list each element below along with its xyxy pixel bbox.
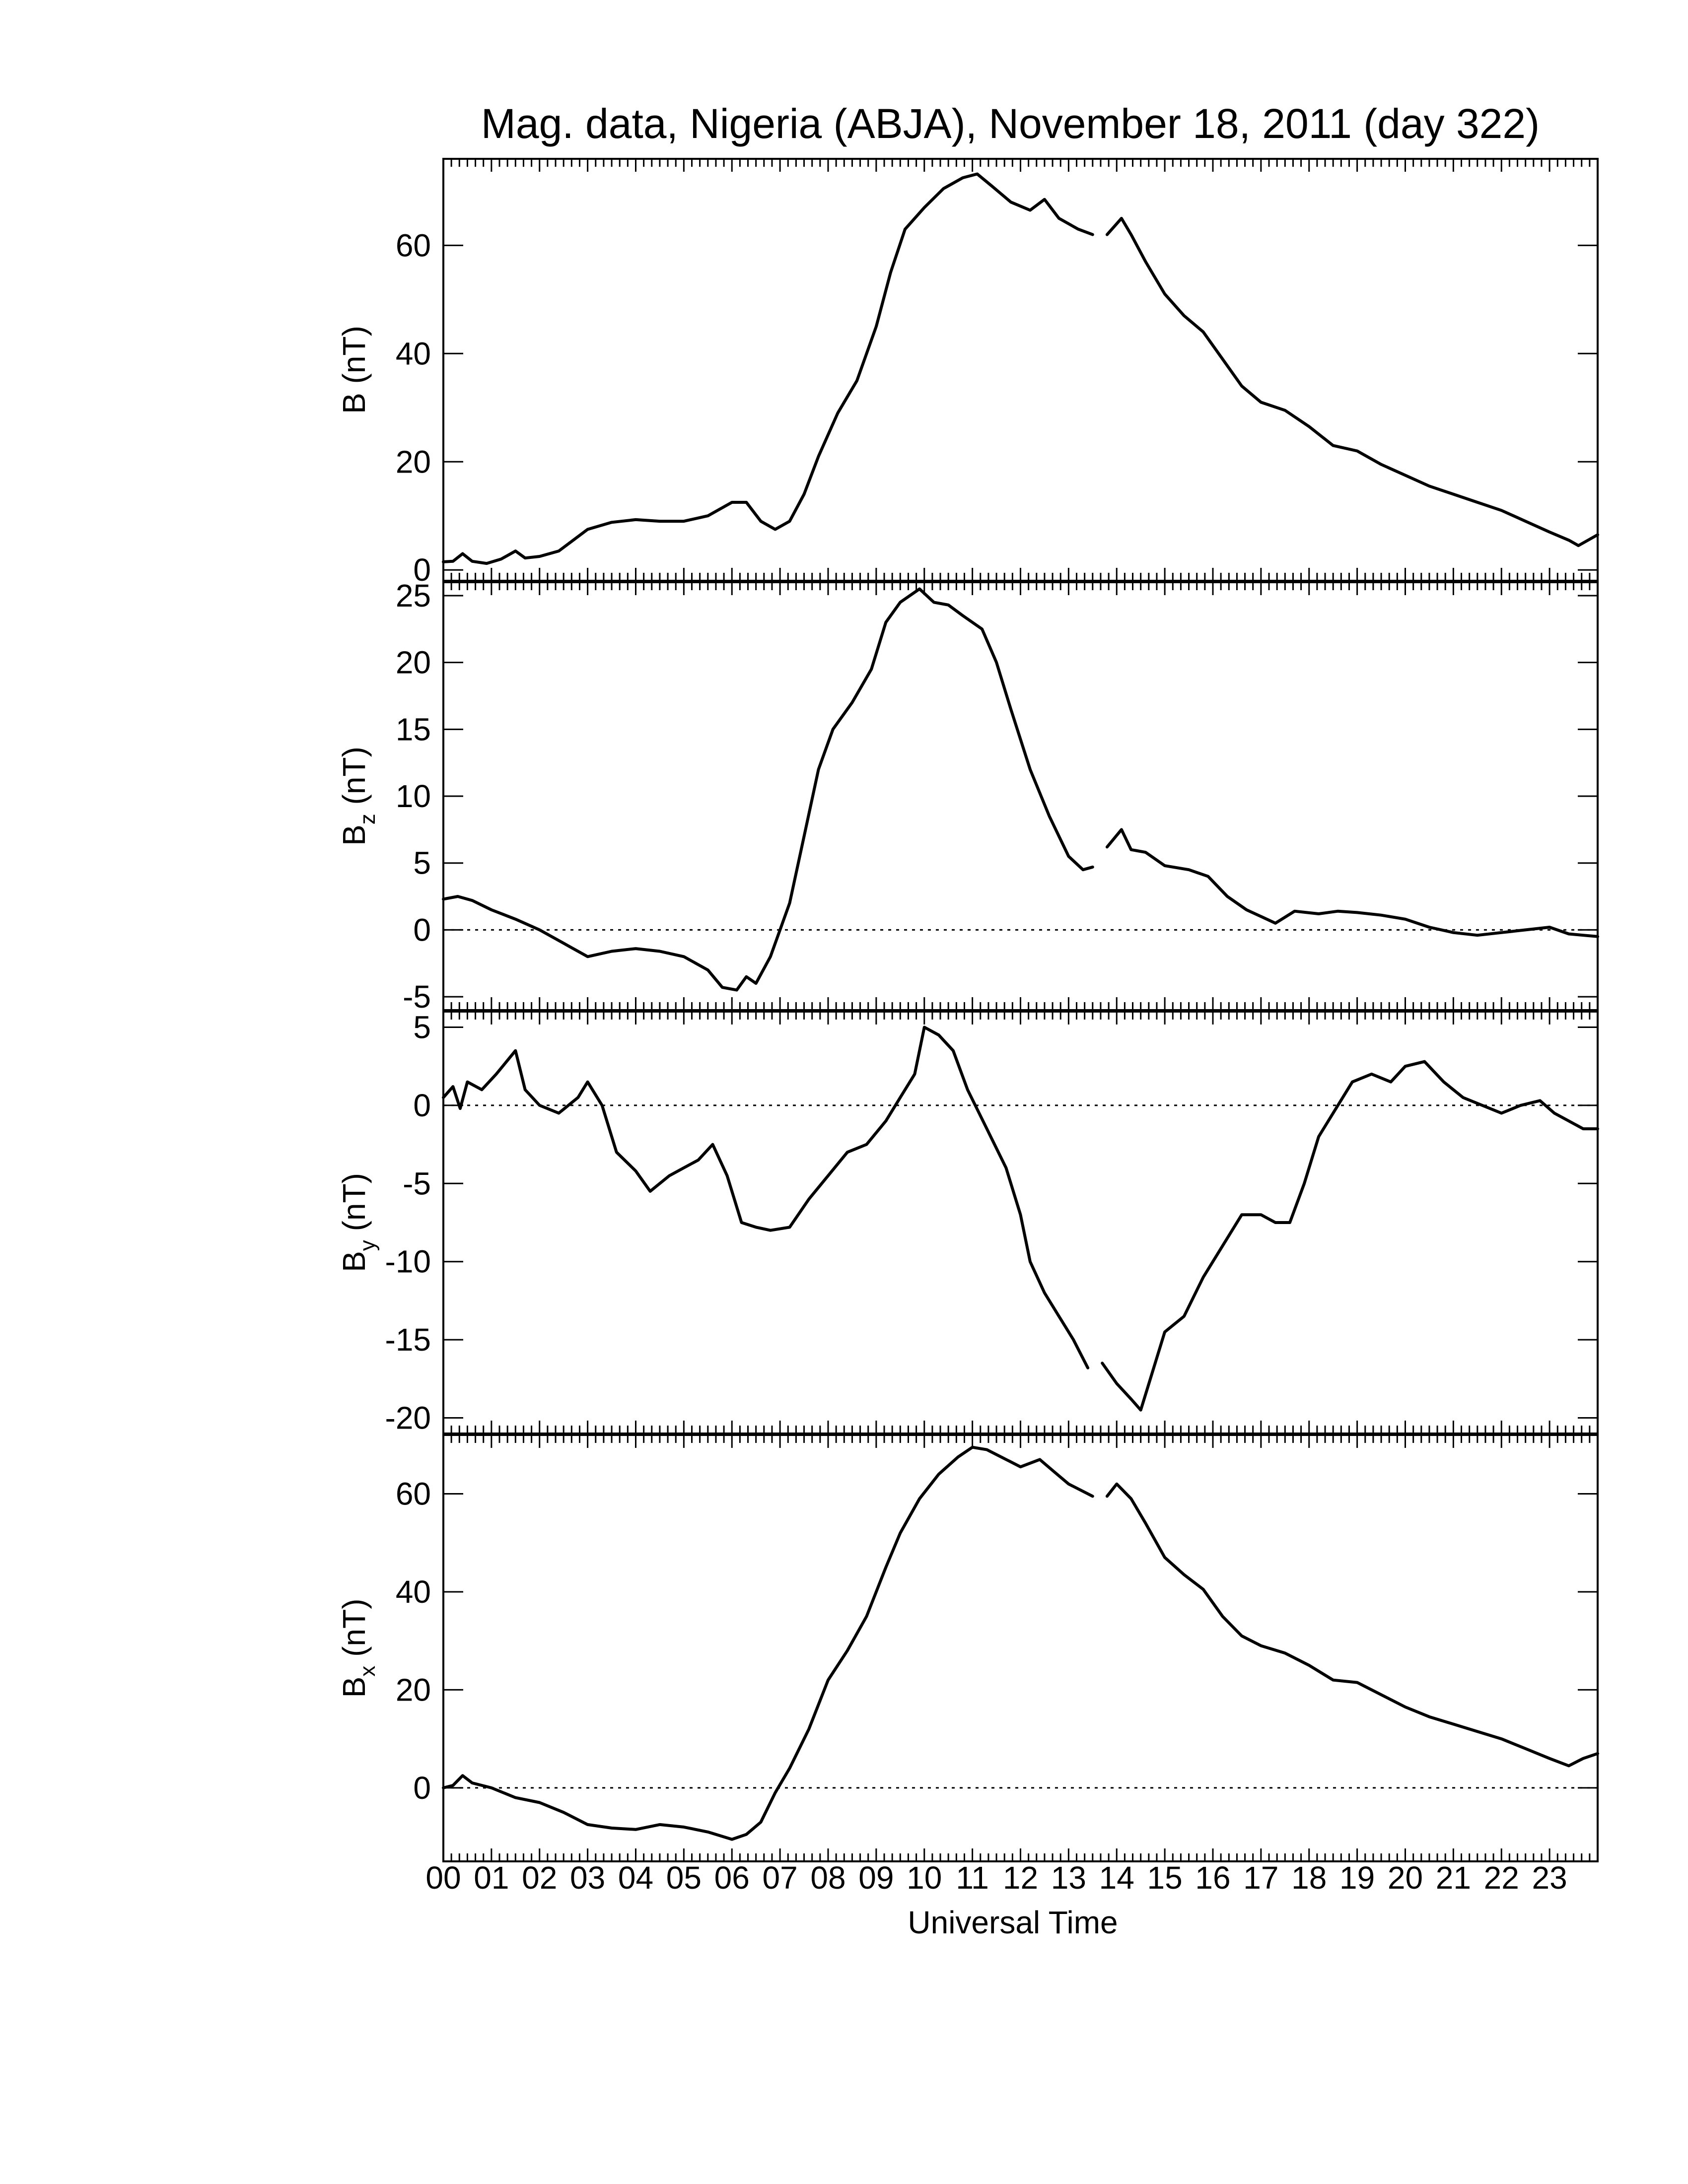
x-tick-label: 14 bbox=[1099, 1860, 1134, 1896]
series-line-B-segment-2 bbox=[1105, 216, 1599, 547]
chart-title: Mag. data, Nigeria (ABJA), November 18, … bbox=[481, 100, 1540, 147]
y-tick-label: -5 bbox=[403, 1165, 431, 1201]
x-tick-label: 08 bbox=[810, 1860, 845, 1896]
x-tick-label: 20 bbox=[1388, 1860, 1423, 1896]
x-tick-label: 16 bbox=[1195, 1860, 1230, 1896]
y-tick-label: -10 bbox=[385, 1244, 431, 1280]
panel-frame bbox=[442, 1434, 1599, 1862]
panel-B: 0 20 40 60 B (nT) bbox=[336, 158, 1599, 588]
x-tick-label: 13 bbox=[1051, 1860, 1086, 1896]
y-axis-label: B (nT) bbox=[336, 326, 372, 414]
y-axis-label: Bx (nT) bbox=[336, 1599, 380, 1698]
panel-Bz: -5 0 5 10 15 20 25 Bz (nT) bbox=[336, 578, 1599, 1015]
x-tick-label: 01 bbox=[474, 1860, 509, 1896]
x-tick-label: 17 bbox=[1243, 1860, 1278, 1896]
x-tick-label: 18 bbox=[1291, 1860, 1327, 1896]
series-line-By-segment-1 bbox=[442, 1025, 1090, 1369]
chart-panels: 0 20 40 60 B (nT) -5 0 5 10 15 20 25 Bz (nT) -20 -15 -1… bbox=[336, 158, 1599, 1862]
x-tick-label: 11 bbox=[956, 1860, 988, 1896]
x-tick-label: 10 bbox=[907, 1860, 942, 1896]
series-line-Bz-segment-2 bbox=[1105, 828, 1599, 938]
panel-Bx: 0 20 40 60 Bx (nT) bbox=[336, 1434, 1599, 1862]
y-tick-label: 40 bbox=[396, 1574, 431, 1610]
y-tick-label: 0 bbox=[413, 1088, 431, 1123]
y-tick-label: 5 bbox=[413, 1009, 431, 1045]
x-tick-label: 15 bbox=[1147, 1860, 1183, 1896]
x-tick-label: 23 bbox=[1532, 1860, 1567, 1896]
series-line-By-segment-2 bbox=[1101, 1060, 1599, 1412]
series-line-Bz-segment-1 bbox=[442, 587, 1094, 992]
x-tick-labels: 00 01 02 03 04 05 06 07 08 09 10 11 12 13 14 15 16 17 18 19… bbox=[425, 1860, 1567, 1896]
y-tick-label: 15 bbox=[396, 711, 431, 747]
x-tick-label: 07 bbox=[763, 1860, 798, 1896]
y-tick-label: 40 bbox=[396, 336, 431, 371]
panel-frame bbox=[442, 581, 1599, 1011]
series-line-Bx-segment-2 bbox=[1105, 1482, 1599, 1768]
y-tick-label: 20 bbox=[396, 444, 431, 479]
series-line-B-segment-1 bbox=[442, 172, 1094, 565]
x-axis-label: Universal Time bbox=[908, 1905, 1118, 1940]
x-tick-label: 04 bbox=[618, 1860, 653, 1896]
x-tick-label: 05 bbox=[666, 1860, 702, 1896]
y-tick-label: 0 bbox=[413, 912, 431, 948]
y-tick-label: 10 bbox=[396, 778, 431, 814]
panel-frame bbox=[442, 158, 1599, 582]
panel-frame bbox=[442, 1011, 1599, 1434]
x-tick-label: 21 bbox=[1436, 1860, 1471, 1896]
x-tick-label: 09 bbox=[858, 1860, 894, 1896]
y-tick-label: 0 bbox=[413, 552, 431, 588]
y-tick-label: 60 bbox=[396, 1476, 431, 1511]
y-tick-label: 20 bbox=[396, 1672, 431, 1707]
y-axis-label: Bz (nT) bbox=[336, 747, 380, 846]
y-tick-label: -20 bbox=[385, 1400, 431, 1436]
x-tick-label: 22 bbox=[1484, 1860, 1519, 1896]
y-tick-label: -15 bbox=[385, 1322, 431, 1358]
x-tick-label: 12 bbox=[1003, 1860, 1038, 1896]
x-tick-label: 00 bbox=[425, 1860, 461, 1896]
x-tick-label: 06 bbox=[714, 1860, 750, 1896]
y-tick-label: 25 bbox=[396, 578, 431, 614]
y-tick-label: -5 bbox=[403, 979, 431, 1015]
x-tick-label: 03 bbox=[570, 1860, 605, 1896]
x-tick-label: 02 bbox=[522, 1860, 557, 1896]
x-tick-label: 19 bbox=[1339, 1860, 1375, 1896]
y-tick-label: 60 bbox=[396, 227, 431, 263]
panel-By: -20 -15 -10 -5 0 5 By (nT) bbox=[336, 1009, 1599, 1436]
series-line-Bx-segment-1 bbox=[442, 1445, 1094, 1841]
y-tick-label: 5 bbox=[413, 845, 431, 881]
y-tick-label: 20 bbox=[396, 645, 431, 681]
y-tick-label: 0 bbox=[413, 1770, 431, 1806]
y-axis-label: By (nT) bbox=[336, 1173, 380, 1272]
